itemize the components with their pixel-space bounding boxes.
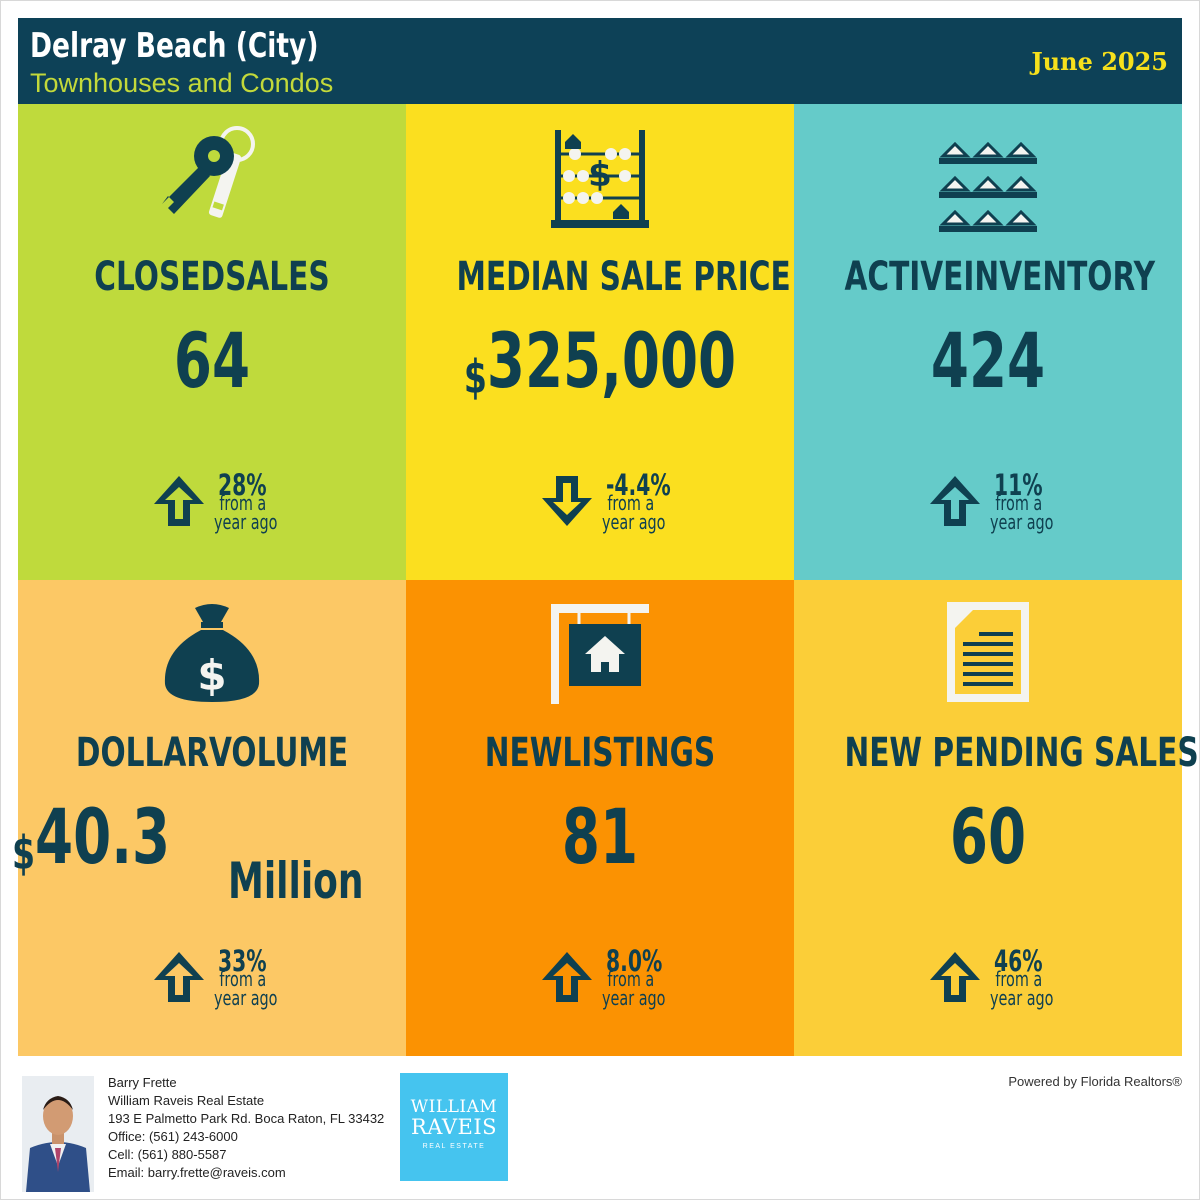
new-pending-sales-title: NEW PENDING SALES — [844, 730, 1199, 776]
up-arrow-icon — [930, 952, 980, 1002]
median-sale-price-change: -4.4% from a year ago — [406, 464, 794, 554]
dollar-volume-title: DOLLARVOLUME — [75, 730, 349, 776]
year-ago-label: year ago — [214, 510, 278, 534]
dollar-volume-change: 33% from a year ago — [18, 940, 406, 1030]
active-inventory-change: 11% from a year ago — [794, 464, 1182, 554]
new-pending-sales-change-percent: 46% — [994, 944, 1043, 978]
house-sign-icon — [406, 598, 794, 714]
agent-address: 193 E Palmetto Park Rd. Boca Raton, FL 3… — [108, 1111, 385, 1126]
new-listings-change: 8.0% from a year ago — [406, 940, 794, 1030]
city-title: Delray Beach (City) — [30, 26, 319, 66]
currency-symbol: $ — [12, 826, 36, 880]
active-inventory-title: ACTIVEINVENTORY — [844, 254, 1156, 300]
money-bag-icon: $ — [18, 598, 406, 714]
closed-sales-title: CLOSEDSALES — [94, 254, 330, 300]
currency-symbol: $ — [463, 350, 487, 404]
new-pending-sales-panel: NEW PENDING SALES 60 46% from a year ago — [794, 580, 1199, 1056]
new-listings-title: NEWLISTINGS — [484, 730, 716, 776]
agent-name: Barry Frette — [108, 1075, 177, 1090]
up-arrow-icon — [930, 476, 980, 526]
agent-office-phone: Office: (561) 243-6000 — [108, 1129, 238, 1144]
closed-sales-change-percent: 28% — [218, 468, 267, 502]
logo-line-1: WILLIAM — [410, 1097, 498, 1117]
new-pending-sales-value: 60 — [949, 792, 1027, 881]
year-ago-label: year ago — [990, 510, 1054, 534]
year-ago-label: year ago — [990, 986, 1054, 1010]
logo-line-2: RAVEIS — [410, 1115, 498, 1139]
median-sale-price-change-percent: -4.4% — [606, 468, 671, 502]
logo-line-3: REAL ESTATE — [422, 1143, 486, 1150]
document-icon — [794, 598, 1182, 714]
down-arrow-icon — [542, 476, 592, 526]
agent-company: William Raveis Real Estate — [108, 1093, 265, 1108]
from-a-label: from a — [219, 967, 267, 991]
property-type-subtitle: Townhouses and Condos — [30, 68, 334, 98]
median-sale-price-value: $325,000 — [460, 316, 739, 405]
svg-text:$: $ — [588, 155, 612, 195]
new-pending-sales-change: 46% from a year ago — [794, 940, 1182, 1030]
active-inventory-panel: ACTIVEINVENTORY 424 11% from a year ago — [794, 104, 1182, 580]
dollar-volume-change-percent: 33% — [218, 944, 267, 978]
report-date: June 2025 — [1031, 47, 1168, 76]
year-ago-label: year ago — [602, 510, 666, 534]
from-a-label: from a — [995, 491, 1043, 515]
dollar-volume-value: $40.3 — [12, 792, 291, 881]
new-listings-change-percent: 8.0% — [606, 944, 663, 978]
new-listings-panel: NEWLISTINGS 81 8.0% from a year ago — [406, 580, 794, 1056]
active-inventory-change-percent: 11% — [994, 468, 1043, 502]
william-raveis-logo: WILLIAM RAVEIS REAL ESTATE — [400, 1073, 508, 1181]
median-sale-price-amount: 325,000 — [486, 316, 737, 405]
from-a-label: from a — [607, 491, 655, 515]
median-sale-price-panel: $ MEDIAN SALE PRICE $325,000 -4.4% from … — [406, 104, 794, 580]
up-arrow-icon — [154, 952, 204, 1002]
agent-email: Email: barry.frette@raveis.com — [108, 1165, 286, 1180]
agent-contact-block: Barry Frette William Raveis Real Estate … — [108, 1074, 384, 1182]
agent-photo — [22, 1076, 94, 1192]
powered-by-credit: Powered by Florida Realtors® — [1008, 1074, 1182, 1089]
median-sale-price-title: MEDIAN SALE PRICE — [456, 254, 791, 300]
year-ago-label: year ago — [602, 986, 666, 1010]
header-bar: Delray Beach (City) Townhouses and Condo… — [18, 18, 1182, 104]
svg-text:$: $ — [197, 651, 226, 700]
up-arrow-icon — [542, 952, 592, 1002]
from-a-label: from a — [995, 967, 1043, 991]
closed-sales-panel: CLOSEDSALES 64 28% from a year ago — [18, 104, 406, 580]
agent-cell-phone: Cell: (561) 880-5587 — [108, 1147, 227, 1162]
closed-sales-change: 28% from a year ago — [18, 464, 406, 554]
houses-row-icon — [794, 122, 1182, 238]
abacus-icon: $ — [406, 122, 794, 238]
from-a-label: from a — [607, 967, 655, 991]
dollar-volume-amount: 40.3 — [35, 792, 171, 881]
up-arrow-icon — [154, 476, 204, 526]
closed-sales-value: 64 — [173, 316, 251, 405]
new-listings-value: 81 — [561, 792, 639, 881]
from-a-label: from a — [219, 491, 267, 515]
keys-icon — [18, 122, 406, 238]
active-inventory-value: 424 — [930, 316, 1046, 405]
dollar-volume-unit: Million — [228, 852, 364, 910]
year-ago-label: year ago — [214, 986, 278, 1010]
